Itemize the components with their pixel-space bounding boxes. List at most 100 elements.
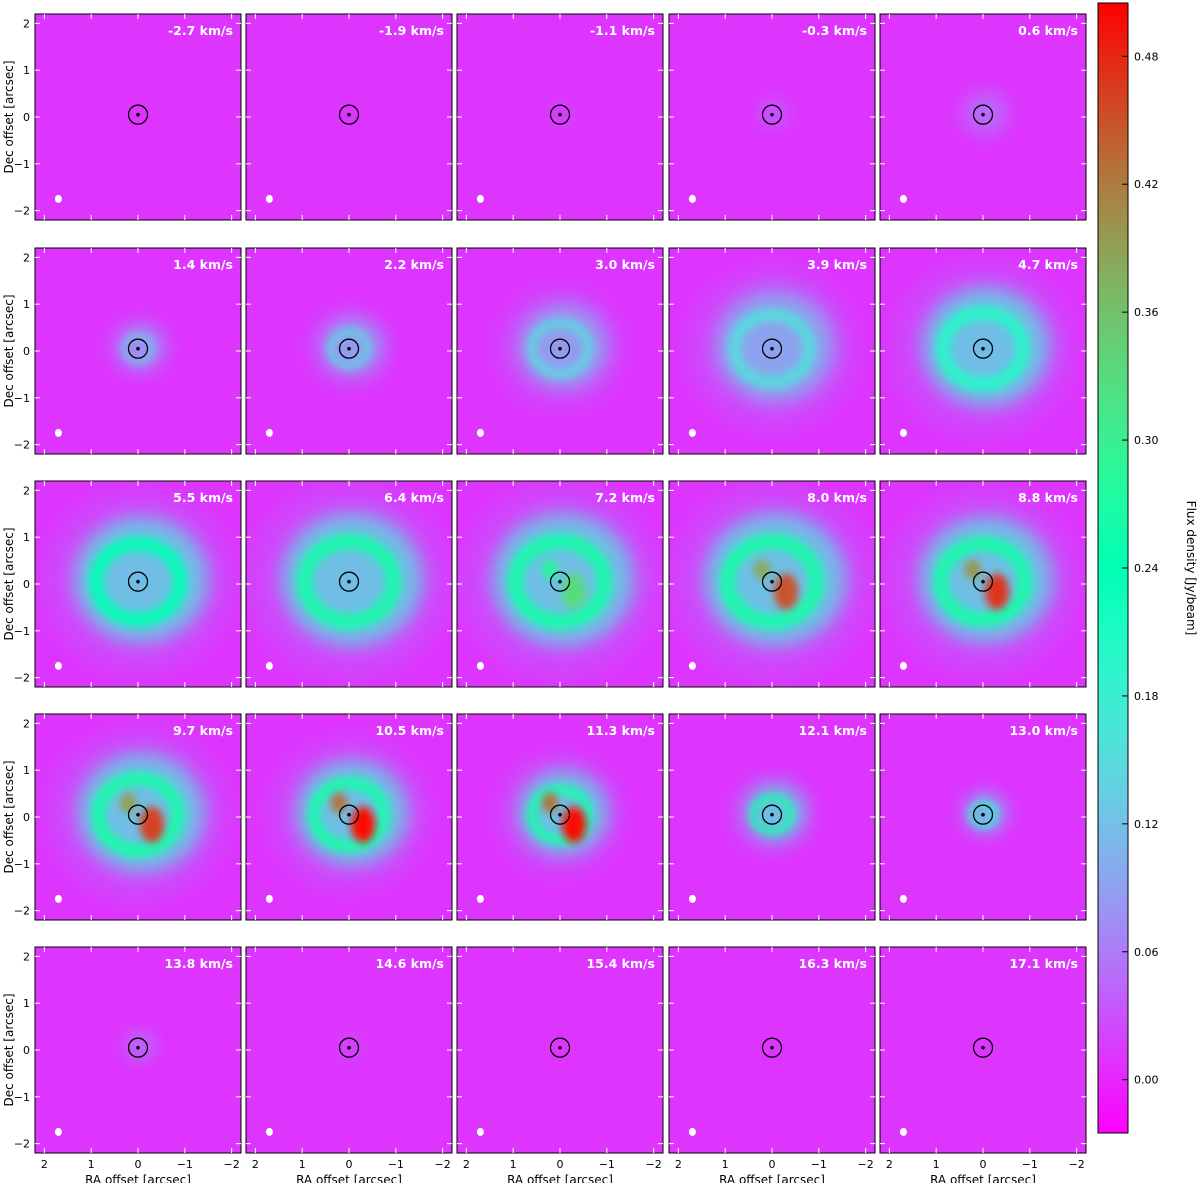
y-tick-label: 1 — [23, 997, 30, 1010]
y-tick-label: −1 — [14, 625, 30, 638]
velocity-label: 2.2 km/s — [384, 257, 444, 272]
x-tick-label: 1 — [722, 1158, 729, 1171]
emission-ring — [526, 318, 594, 379]
x-axis-title: RA offset [arcsec] — [85, 1173, 191, 1183]
velocity-label: 10.5 km/s — [375, 723, 444, 738]
beam-ellipse — [265, 194, 273, 203]
velocity-label: 11.3 km/s — [586, 723, 655, 738]
beam-ellipse — [476, 1127, 484, 1136]
emission-ring — [91, 771, 185, 858]
velocity-label: 14.6 km/s — [375, 956, 444, 971]
beam-ellipse — [899, 428, 907, 437]
y-tick-label: 1 — [23, 531, 30, 544]
y-tick-label: −2 — [14, 205, 30, 218]
beam-ellipse — [54, 194, 62, 203]
star-circle-marker — [761, 104, 783, 125]
star-dot-marker — [981, 112, 985, 117]
emission-ring — [727, 308, 817, 390]
star-circle-marker — [549, 338, 571, 359]
beam-ellipse — [899, 194, 907, 203]
y-axis-title: Dec offset [arcsec] — [2, 760, 16, 873]
y-tick-label: 2 — [23, 484, 30, 497]
emission-peak — [542, 792, 558, 813]
y-tick-label: 1 — [23, 298, 30, 311]
colorbar-tick-label: 0.12 — [1134, 818, 1159, 831]
emission-ring — [88, 536, 188, 628]
channel-panel: -0.3 km/s — [668, 13, 876, 221]
channel-panel: 17.1 km/s 2 1 0 −1 −2 RA offset [arcsec] — [879, 946, 1087, 1183]
velocity-label: 4.7 km/s — [1018, 257, 1078, 272]
y-tick-label: 2 — [23, 17, 30, 30]
star-circle-marker — [338, 104, 360, 125]
velocity-label: 3.9 km/s — [807, 257, 867, 272]
colorbar-tick-label: 0.06 — [1134, 946, 1159, 959]
channel-panel: 3.9 km/s — [668, 247, 876, 455]
star-dot-marker — [558, 579, 562, 584]
channel-panel: 8.8 km/s — [879, 480, 1087, 688]
x-axis-title: RA offset [arcsec] — [930, 1173, 1036, 1183]
channel-panel: 13.0 km/s — [879, 713, 1087, 921]
y-tick-label: −1 — [14, 858, 30, 871]
x-tick-label: −2 — [646, 1158, 662, 1171]
star-dot-marker — [770, 1045, 774, 1050]
emission-peak — [120, 792, 136, 813]
star-dot-marker — [558, 1045, 562, 1050]
channel-panel: 7.2 km/s — [456, 480, 664, 688]
y-tick-label: −2 — [14, 439, 30, 452]
star-dot-marker — [136, 346, 140, 351]
star-circle-marker — [127, 104, 149, 125]
star-dot-marker — [136, 1045, 140, 1050]
channel-panel: 10.5 km/s — [245, 713, 453, 921]
emission-peak — [542, 559, 558, 580]
emission-ring — [968, 801, 998, 829]
channel-panel: -1.1 km/s — [456, 13, 664, 221]
emission-peak — [562, 806, 586, 843]
x-tick-label: 2 — [463, 1158, 470, 1171]
star-circle-marker — [972, 804, 994, 825]
star-dot-marker — [770, 812, 774, 817]
velocity-label: 6.4 km/s — [384, 490, 444, 505]
panel-background — [880, 947, 1086, 1153]
beam-ellipse — [688, 661, 696, 670]
y-tick-label: 0 — [23, 811, 30, 824]
y-tick-label: 0 — [23, 1044, 30, 1057]
star-dot-marker — [347, 346, 351, 351]
emission-ring — [719, 533, 825, 630]
star-dot-marker — [347, 112, 351, 117]
channel-panel: 6.4 km/s — [245, 480, 453, 688]
star-circle-marker — [761, 1037, 783, 1058]
beam-ellipse — [476, 194, 484, 203]
star-circle-marker — [338, 1037, 360, 1058]
star-circle-marker — [549, 571, 571, 592]
x-tick-label: −1 — [599, 1158, 615, 1171]
panel-background — [669, 947, 875, 1153]
panel-background — [246, 14, 452, 220]
colorbar-tick-label: 0.42 — [1134, 178, 1159, 191]
beam-ellipse — [54, 428, 62, 437]
y-tick-label: −1 — [14, 1091, 30, 1104]
y-tick-label: 0 — [23, 345, 30, 358]
channel-panel: -2.7 km/s 2 1 0 −1 −2 Dec offset [arcsec] — [2, 13, 242, 221]
x-axis-title: RA offset [arcsec] — [296, 1173, 402, 1183]
emission-peak — [965, 559, 981, 580]
x-tick-label: 2 — [675, 1158, 682, 1171]
colorbar-tick-label: 0.30 — [1134, 434, 1159, 447]
emission-peak — [351, 806, 375, 843]
channel-panel: 0.6 km/s — [879, 13, 1087, 221]
x-tick-label: 1 — [933, 1158, 940, 1171]
star-circle-marker — [338, 804, 360, 825]
x-tick-label: 0 — [769, 1158, 776, 1171]
velocity-label: 13.8 km/s — [164, 956, 233, 971]
star-dot-marker — [558, 346, 562, 351]
star-circle-marker — [972, 1037, 994, 1058]
beam-ellipse — [476, 428, 484, 437]
x-tick-label: 2 — [886, 1158, 893, 1171]
velocity-label: 7.2 km/s — [595, 490, 655, 505]
velocity-label: 9.7 km/s — [173, 723, 233, 738]
x-tick-label: −2 — [858, 1158, 874, 1171]
colorbar-tick-label: 0.36 — [1134, 306, 1159, 319]
colorbar: 0.00 0.06 0.12 0.18 0.24 0.30 0.36 0.42 0.48 Flux… — [1097, 2, 1198, 1134]
x-tick-label: −2 — [435, 1158, 451, 1171]
channel-panel: 8.0 km/s — [668, 480, 876, 688]
star-dot-marker — [981, 1045, 985, 1050]
